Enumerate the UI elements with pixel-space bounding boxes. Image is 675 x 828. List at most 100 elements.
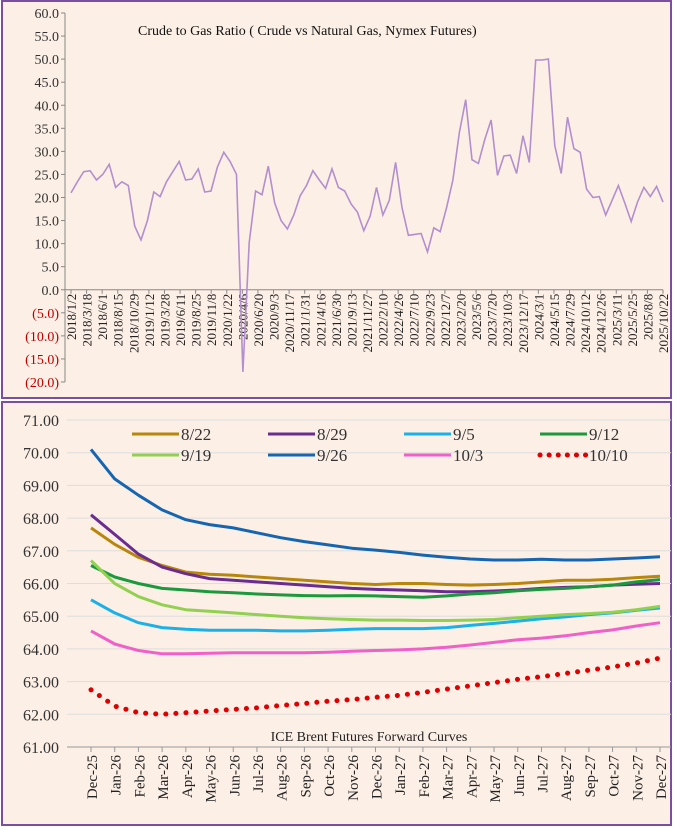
- series-line-8-22: [90, 526, 661, 587]
- x-tick-label: 2020/1/22: [220, 294, 235, 347]
- legend-label: 8/22: [181, 425, 211, 444]
- y-tick-label: 71.00: [23, 413, 59, 430]
- legend-label: 10/10: [589, 446, 628, 465]
- x-tick-label: Jan-27: [393, 755, 409, 795]
- x-tick-label: 2021/6/30: [329, 294, 344, 347]
- x-tick-label: Jul-26: [251, 755, 267, 793]
- x-tick-label: Jul-27: [535, 755, 551, 793]
- x-tick-label: May-26: [204, 755, 220, 803]
- brent-forward-curves-svg: 71.00 70.00 69.00 68.00 67.00 66.00 65.00 64.00…: [23, 413, 671, 803]
- x-tick-label: 2024/12/26: [594, 293, 609, 353]
- x-tick-label: 2024/10/12: [578, 294, 593, 353]
- x-tick-label: Apr-27: [464, 755, 480, 799]
- x-tick-label: Mar-27: [441, 755, 457, 800]
- y-tick-label: 67.00: [23, 544, 59, 561]
- y-tick-label: 64.00: [23, 642, 59, 659]
- y-tick-label: 66.00: [23, 577, 59, 594]
- legend-label: 9/12: [589, 425, 619, 444]
- x-tick-label: May-27: [488, 755, 504, 803]
- x-tick-label: 2024/7/29: [563, 294, 578, 347]
- y-tick-label: 63.00: [23, 675, 59, 692]
- x-tick-label: 2020/4/6: [235, 293, 250, 340]
- x-tick-label: 2024/3/1: [531, 294, 546, 340]
- x-tick-label: Dec-27: [654, 755, 670, 800]
- y-tick-label: (15.0): [25, 353, 59, 368]
- x-tick-label: 2020/6/20: [251, 294, 266, 347]
- y-tick-label: 50.0: [35, 53, 60, 68]
- y-tick-label: 62.00: [23, 707, 59, 724]
- y-tick-label: 60.0: [35, 7, 60, 22]
- y-tick-label: 30.0: [35, 145, 60, 160]
- y-tick-label: (5.0): [32, 307, 59, 322]
- x-tick-label: 2018/10/29: [126, 294, 141, 353]
- series-line-9-19: [89, 559, 661, 622]
- series-line-10-3: [90, 621, 661, 656]
- x-tick-label: 2022/7/10: [407, 294, 422, 347]
- x-tick-label: Feb-26: [132, 755, 148, 798]
- y-tick-label: 25.0: [35, 168, 60, 183]
- x-tick-label: 2018/3/18: [80, 294, 95, 347]
- x-tick-label: Apr-26: [180, 755, 196, 799]
- x-tick-label: Oct-26: [322, 755, 338, 797]
- series-line-9-26: [89, 448, 661, 562]
- x-tick-label: 2023/12/17: [516, 293, 531, 353]
- y-tick-label: 68.00: [23, 511, 59, 528]
- x-tick-label: 2018/8/15: [111, 294, 126, 347]
- ratio-series-line: [70, 58, 664, 372]
- x-tick-label: 2025/10/22: [656, 294, 671, 353]
- x-tick-label: 2022/2/10: [376, 294, 391, 347]
- legend-label: 9/5: [453, 425, 475, 444]
- x-tick-label: 2025/5/25: [625, 294, 640, 347]
- x-tick-label: 2020/9/3: [267, 294, 282, 340]
- x-tick-label: Jan-26: [109, 755, 125, 795]
- x-tick-label: 2019/3/28: [157, 294, 172, 347]
- brent-forward-curves-chart: 71.00 70.00 69.00 68.00 67.00 66.00 65.00 64.00…: [1, 401, 672, 826]
- y-tick-label: 20.0: [35, 192, 60, 207]
- x-tick-label: Jun-27: [512, 755, 528, 796]
- x-tick-label: Nov-27: [630, 755, 646, 801]
- x-tick-label: 2023/2/20: [453, 294, 468, 347]
- x-tick-label: Oct-27: [607, 755, 623, 797]
- x-tick-label: 2021/4/16: [313, 293, 328, 346]
- y-tick-label: (10.0): [25, 330, 59, 345]
- y-tick-label: 69.00: [23, 478, 59, 495]
- x-tick-label: 2023/7/20: [485, 294, 500, 347]
- x-tick-label: 2018/6/1: [95, 294, 110, 340]
- x-tick-label: Mar-26: [156, 755, 172, 800]
- crude-gas-ratio-chart: 60.0 55.0 50.0 45.0 40.0 35.0 30.0 25.0 20.0 15.0…: [1, 0, 672, 399]
- y-tick-label: 61.00: [23, 740, 59, 757]
- x-tick-label: 2022/4/26: [391, 293, 406, 346]
- chart-title: Crude to Gas Ratio ( Crude vs Natural Ga…: [138, 24, 477, 39]
- series-line-10-10: [88, 655, 663, 717]
- y-tick-label: 65.00: [23, 609, 59, 626]
- y-tick-label: 40.0: [35, 99, 60, 114]
- legend-label: 8/29: [317, 425, 347, 444]
- y-tick-label: 10.0: [35, 238, 60, 253]
- legend-label: 10/3: [453, 446, 483, 465]
- y-tick-label: 5.0: [42, 261, 60, 276]
- chart-title: ICE Brent Futures Forward Curves: [271, 730, 468, 745]
- x-tick-label: 2022/9/23: [422, 294, 437, 347]
- y-tick-label: (20.0): [25, 376, 59, 391]
- x-tick-label: 2025/8/8: [640, 294, 655, 340]
- y-tick-label: 70.00: [23, 446, 59, 463]
- x-tick-label: 2023/10/3: [500, 294, 515, 347]
- y-tick-label: 15.0: [35, 215, 60, 230]
- x-tick-label: 2018/1/2: [64, 294, 79, 340]
- y-tick-label: 45.0: [35, 76, 60, 91]
- series-line-9-12: [90, 564, 661, 599]
- x-tick-label: 2024/5/15: [547, 294, 562, 347]
- x-tick-label: Aug-27: [559, 755, 575, 801]
- y-tick-label: 55.0: [35, 30, 60, 45]
- x-tick-label: 2022/12/7: [438, 293, 453, 346]
- x-tick-label: 2019/1/12: [142, 294, 157, 347]
- x-tick-label: Dec-26: [370, 755, 386, 800]
- x-tick-label: 2019/6/11: [173, 294, 188, 346]
- legend-label: 9/26: [317, 446, 347, 465]
- x-tick-label: Sep-27: [583, 755, 599, 798]
- x-tick-label: 2021/1/31: [298, 294, 313, 347]
- crude-gas-ratio-svg: 60.0 55.0 50.0 45.0 40.0 35.0 30.0 25.0 20.0 15.0…: [25, 7, 671, 391]
- x-tick-label: 2020/11/17: [282, 293, 297, 352]
- x-tick-label: Jun-26: [227, 755, 243, 796]
- x-tick-label: Sep-26: [298, 755, 314, 798]
